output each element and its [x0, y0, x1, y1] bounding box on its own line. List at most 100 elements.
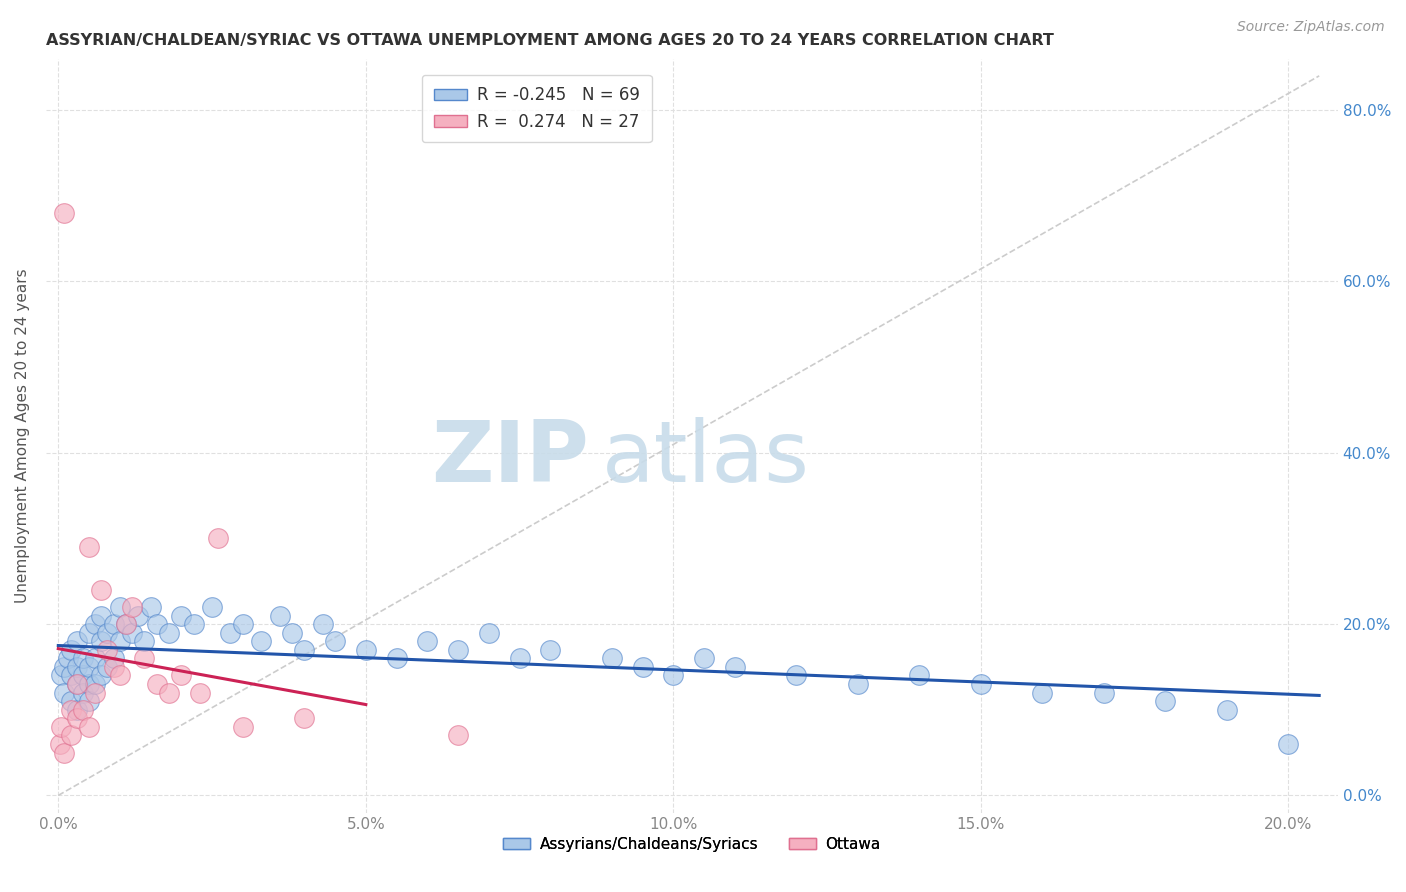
Point [183, 617, 205, 632]
Point [1277, 737, 1299, 751]
Y-axis label: Unemployment Among Ages 20 to 24 years: Unemployment Among Ages 20 to 24 years [15, 268, 30, 603]
Point [662, 668, 685, 682]
Point [77, 694, 100, 708]
Point [103, 651, 125, 665]
Point [90, 582, 112, 597]
Point [66, 677, 89, 691]
Point [72, 703, 94, 717]
Point [59, 728, 82, 742]
Point [250, 634, 273, 648]
Point [66, 711, 89, 725]
Point [53, 685, 76, 699]
Point [51, 720, 73, 734]
Point [72, 668, 94, 682]
Point [416, 634, 439, 648]
Point [66, 634, 89, 648]
Point [1154, 694, 1177, 708]
Point [59, 642, 82, 657]
Point [77, 625, 100, 640]
Legend: Assyrians/Chaldeans/Syriacs, Ottawa: Assyrians/Chaldeans/Syriacs, Ottawa [496, 830, 887, 858]
Point [115, 617, 138, 632]
Point [51, 668, 73, 682]
Text: atlas: atlas [602, 417, 810, 500]
Point [908, 668, 931, 682]
Point [1216, 703, 1239, 717]
Point [103, 617, 125, 632]
Point [600, 651, 623, 665]
Point [77, 660, 100, 674]
Point [292, 642, 315, 657]
Point [724, 660, 747, 674]
Point [59, 694, 82, 708]
Point [312, 617, 335, 632]
Point [970, 677, 993, 691]
Point [115, 617, 138, 632]
Point [447, 728, 470, 742]
Point [134, 651, 156, 665]
Point [127, 608, 149, 623]
Point [232, 720, 254, 734]
Point [509, 651, 531, 665]
Point [53, 746, 76, 760]
Point [232, 617, 254, 632]
Point [103, 660, 125, 674]
Point [96, 625, 118, 640]
Point [157, 685, 180, 699]
Point [108, 634, 131, 648]
Point [170, 608, 193, 623]
Point [72, 651, 94, 665]
Point [538, 642, 561, 657]
Point [59, 703, 82, 717]
Point [201, 599, 224, 614]
Point [269, 608, 291, 623]
Point [157, 625, 180, 640]
Point [1031, 685, 1053, 699]
Point [108, 668, 131, 682]
Point [77, 540, 100, 554]
Point [170, 668, 193, 682]
Text: Source: ZipAtlas.com: Source: ZipAtlas.com [1237, 20, 1385, 34]
Point [207, 532, 229, 546]
Point [121, 625, 143, 640]
Point [108, 599, 131, 614]
Point [693, 651, 716, 665]
Point [145, 677, 167, 691]
Point [90, 634, 112, 648]
Point [323, 634, 346, 648]
Point [96, 642, 118, 657]
Point [447, 642, 470, 657]
Point [53, 660, 76, 674]
Point [56, 651, 79, 665]
Point [96, 660, 118, 674]
Point [90, 668, 112, 682]
Text: ASSYRIAN/CHALDEAN/SYRIAC VS OTTAWA UNEMPLOYMENT AMONG AGES 20 TO 24 YEARS CORREL: ASSYRIAN/CHALDEAN/SYRIAC VS OTTAWA UNEMP… [46, 33, 1054, 48]
Point [84, 677, 107, 691]
Point [478, 625, 501, 640]
Point [188, 685, 211, 699]
Point [281, 625, 304, 640]
Point [846, 677, 869, 691]
Point [84, 685, 107, 699]
Point [77, 677, 100, 691]
Point [66, 660, 89, 674]
Point [139, 599, 162, 614]
Point [49, 737, 72, 751]
Point [59, 668, 82, 682]
Point [66, 677, 89, 691]
Point [145, 617, 167, 632]
Point [90, 608, 112, 623]
Point [134, 634, 156, 648]
Point [121, 599, 143, 614]
Point [631, 660, 654, 674]
Point [53, 206, 76, 220]
Point [219, 625, 242, 640]
Point [292, 711, 315, 725]
Point [84, 651, 107, 665]
Point [84, 617, 107, 632]
Point [354, 642, 377, 657]
Point [72, 685, 94, 699]
Point [77, 720, 100, 734]
Point [385, 651, 408, 665]
Point [785, 668, 807, 682]
Point [1092, 685, 1115, 699]
